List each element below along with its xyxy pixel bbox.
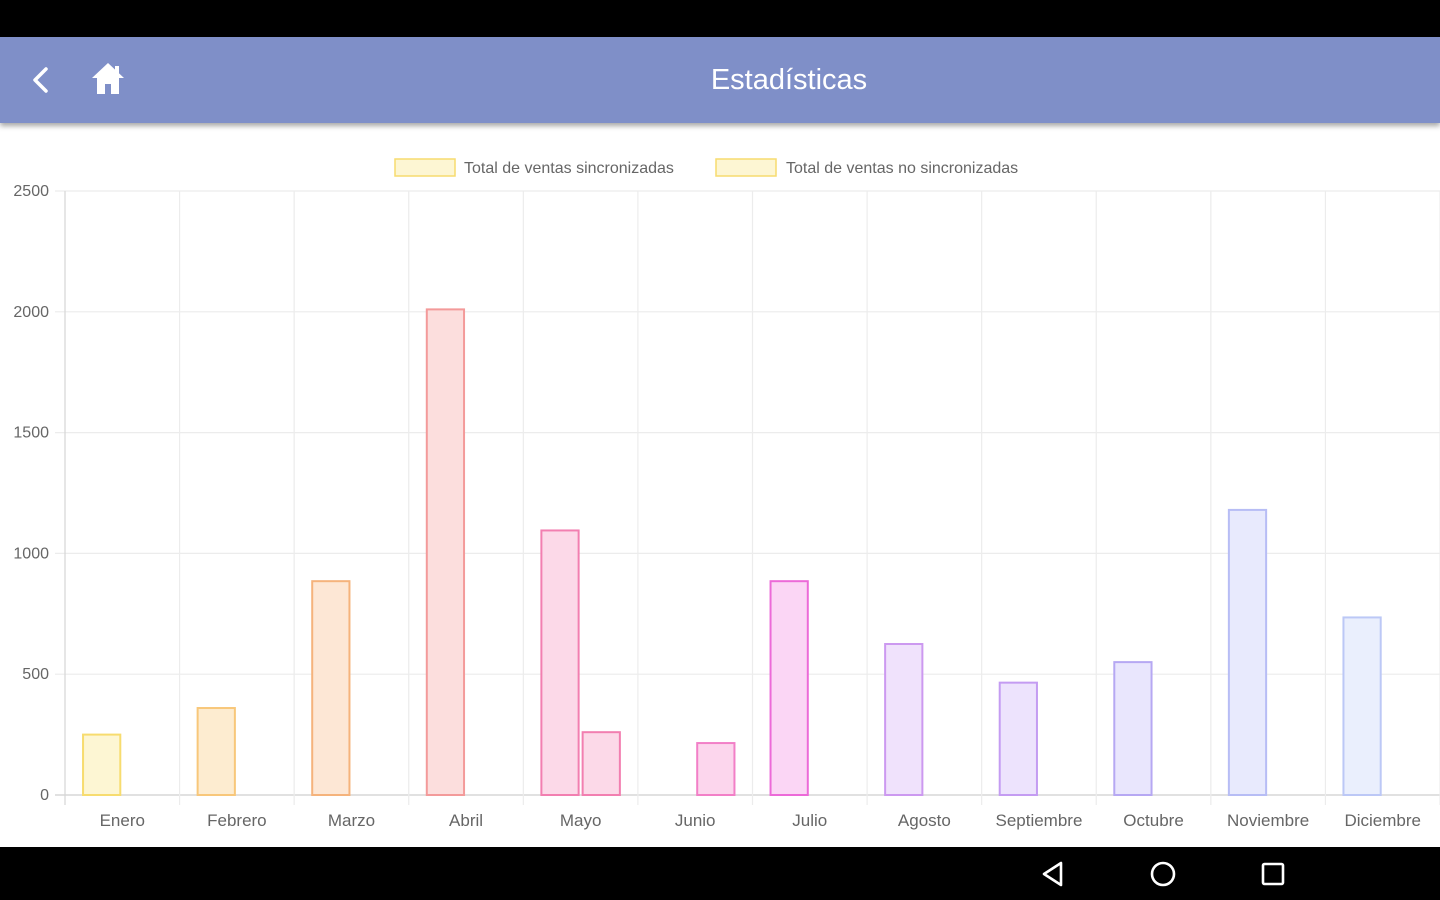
x-tick-label: Enero [100, 811, 145, 830]
bar-unsynced-mayo [581, 731, 621, 797]
bar-synced-marzo [311, 580, 351, 796]
chart-labels: 0 500 1000 1500 2000 2500 Enero Febrero Marzo Abr… [13, 183, 1421, 830]
y-tick-label: 1500 [13, 425, 49, 442]
legend-label: Total de ventas sincronizadas [464, 160, 674, 177]
y-tick-label: 1000 [13, 545, 49, 562]
home-icon[interactable] [88, 59, 128, 99]
bar-synced-octubre [1113, 661, 1153, 796]
y-tick-label: 2000 [13, 304, 49, 321]
y-tick-label: 500 [22, 666, 49, 683]
chart-container: 0 500 1000 1500 2000 2500 Enero Febrero Marzo Abr… [0, 123, 1440, 847]
legend-swatch [715, 158, 777, 177]
app-bar: Estadísticas [0, 37, 1440, 123]
square-recents-icon[interactable] [1256, 857, 1290, 891]
status-bar [0, 0, 1440, 37]
x-tick-label: Septiembre [995, 811, 1082, 830]
x-tick-label: Agosto [898, 811, 951, 830]
x-tick-label: Octubre [1123, 811, 1183, 830]
circle-home-icon[interactable] [1146, 857, 1180, 891]
page-title: Estadísticas [710, 64, 868, 96]
system-nav-bar [0, 847, 1440, 900]
legend-swatch [394, 158, 456, 177]
x-tick-label: Febrero [207, 811, 267, 830]
chart-grid [55, 190, 1440, 805]
bar-synced-julio [769, 580, 809, 796]
chart-bars [82, 308, 1382, 797]
y-tick-label: 2500 [13, 183, 49, 200]
x-tick-label: Diciembre [1344, 811, 1421, 830]
triangle-back-icon[interactable] [1036, 857, 1070, 891]
x-tick-label: Julio [792, 811, 827, 830]
bar-synced-septiembre [998, 681, 1038, 797]
bar-synced-mayo [540, 529, 580, 796]
y-tick-label: 0 [40, 787, 49, 804]
x-tick-label: Noviembre [1227, 811, 1309, 830]
chevron-left-icon[interactable] [22, 61, 60, 99]
x-tick-label: Mayo [560, 811, 602, 830]
bar-synced-agosto [884, 643, 924, 796]
legend-label: Total de ventas no sincronizadas [786, 160, 1018, 177]
x-tick-label: Marzo [328, 811, 375, 830]
x-tick-label: Junio [675, 811, 716, 830]
bar-synced-abril [425, 308, 466, 796]
bar-synced-noviembre [1227, 508, 1268, 796]
bar-unsynced-junio [696, 742, 736, 797]
bar-synced-diciembre [1342, 616, 1382, 797]
x-tick-label: Abril [449, 811, 483, 830]
bar-chart: 0 500 1000 1500 2000 2500 Enero Febrero Marzo Abr… [13, 158, 1440, 830]
bar-synced-febrero [196, 707, 236, 796]
bar-synced-enero [82, 733, 122, 796]
chart-legend: Total de ventas sincronizadas Total de ve… [394, 158, 1018, 177]
